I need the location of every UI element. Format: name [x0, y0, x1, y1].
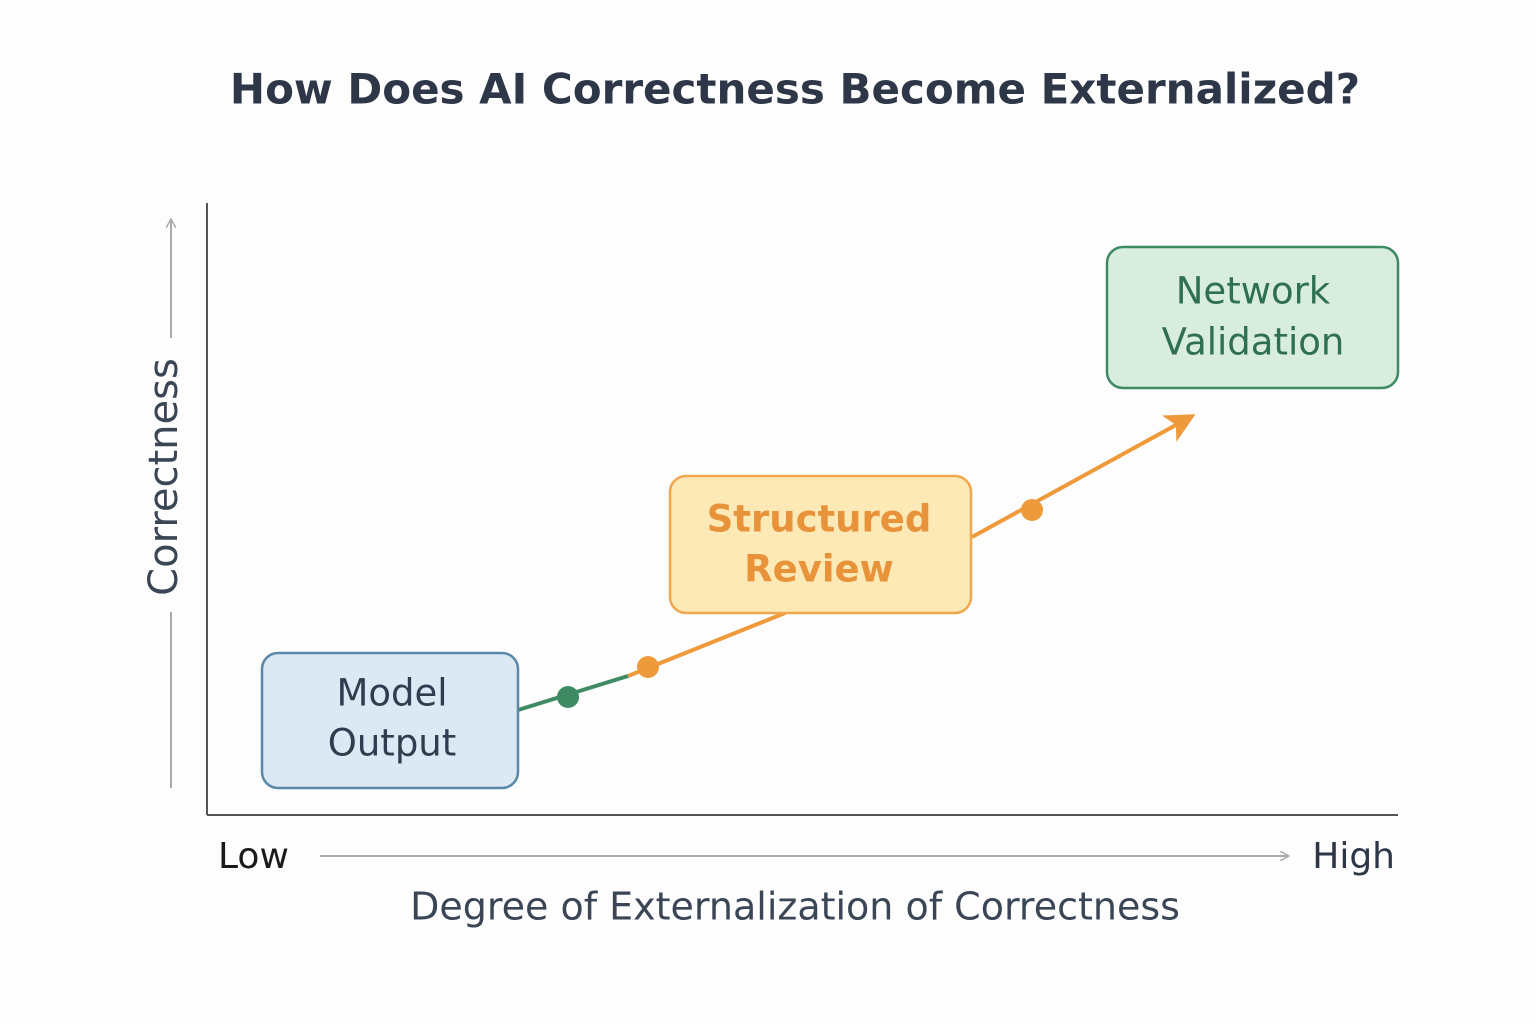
- node-label: Network: [1176, 270, 1331, 313]
- dot: [1021, 499, 1043, 521]
- node-label: Review: [744, 548, 894, 591]
- connector-arrow: [971, 414, 1196, 539]
- node-label: Model: [336, 672, 447, 715]
- x-low-label: Low: [218, 836, 289, 877]
- node-box: [1105, 245, 1400, 390]
- x-high-label: High: [1312, 836, 1395, 877]
- node-box: [668, 474, 973, 615]
- dot: [637, 656, 659, 678]
- node-label: Structured: [707, 498, 932, 541]
- y-axis-label: Correctness: [141, 358, 187, 596]
- x-axis-label: Degree of Externalization of Correctness: [410, 885, 1180, 929]
- node-box: [260, 651, 520, 790]
- dot: [557, 686, 579, 708]
- title: How Does AI Correctness Become Externali…: [230, 65, 1360, 114]
- node-label: Output: [328, 722, 457, 765]
- node-label: Validation: [1162, 321, 1345, 364]
